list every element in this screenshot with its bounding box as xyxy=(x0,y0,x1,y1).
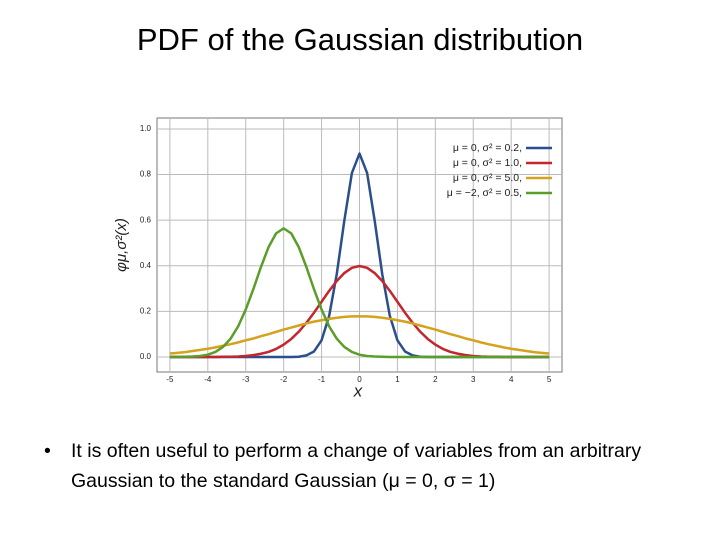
x-tick-label: 4 xyxy=(509,375,514,384)
x-tick-label: 5 xyxy=(547,375,552,384)
bullet-item: • It is often useful to perform a change … xyxy=(44,436,711,496)
x-tick-label: -2 xyxy=(280,375,288,384)
x-tick-label: -5 xyxy=(166,375,174,384)
line-series xyxy=(169,227,550,359)
x-tick-label: -1 xyxy=(318,375,326,384)
bullet-dot: • xyxy=(44,440,51,462)
y-tick-label: 0.8 xyxy=(140,170,152,179)
line-series xyxy=(169,315,550,355)
chart: x φμ,σ²(x) 0.0 0.2 0.4 0.6 0.8 1.0 -5 -4 -3 -2 -1 0… xyxy=(113,117,563,400)
y-tick-label: 0.2 xyxy=(140,306,152,315)
slide-title: PDF of the Gaussian distribution xyxy=(136,22,584,57)
x-tick-label: -3 xyxy=(242,375,250,384)
y-tick-label: 0.0 xyxy=(140,352,152,361)
legend-label: μ = 0, σ² = 1.0, xyxy=(453,157,522,169)
y-tick-label: 0.4 xyxy=(140,261,152,270)
legend-label: μ = 0, σ² = 0.2, xyxy=(453,142,522,154)
y-tick-label: 1.0 xyxy=(140,124,152,133)
x-tick-label: 0 xyxy=(357,375,362,384)
bullet-text: It is often useful to perform a change o… xyxy=(71,440,642,492)
y-tick-label: 0.6 xyxy=(140,215,152,224)
legend-label: μ = 0, σ² = 5.0, xyxy=(453,172,522,184)
x-tick-label: 3 xyxy=(471,375,476,384)
x-tick-label: 1 xyxy=(395,375,400,384)
legend-label: μ = −2, σ² = 0.5, xyxy=(447,187,522,199)
x-tick-label: -4 xyxy=(204,375,212,384)
x-axis-label: x xyxy=(353,381,363,400)
x-tick-label: 2 xyxy=(433,375,438,384)
y-axis-label: φμ,σ²(x) xyxy=(113,218,130,272)
